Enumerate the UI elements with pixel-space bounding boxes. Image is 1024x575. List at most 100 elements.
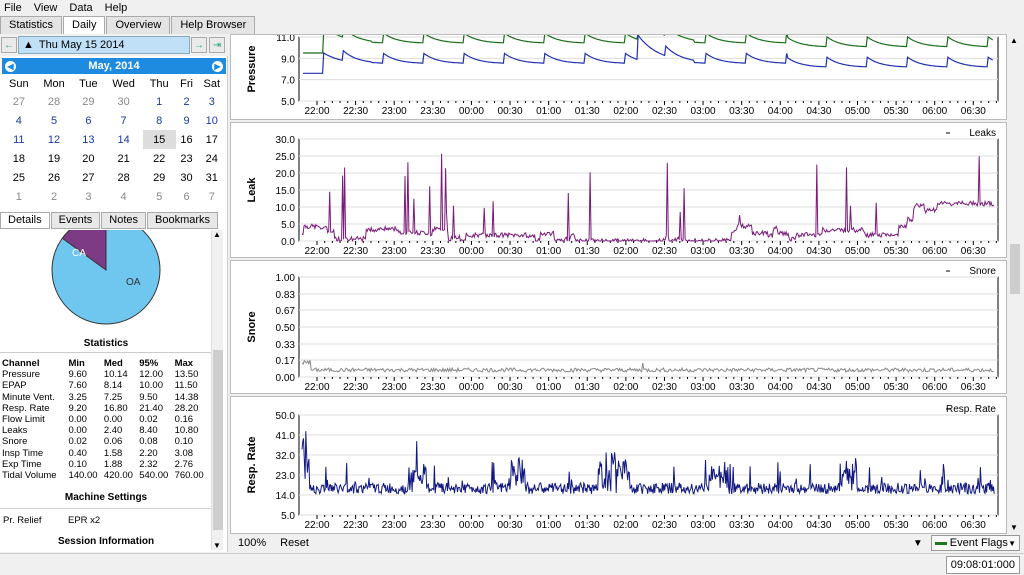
calendar-day[interactable]: 10 <box>205 114 218 127</box>
calendar-day[interactable]: 4 <box>15 114 22 127</box>
menu-help[interactable]: Help <box>104 2 128 14</box>
calendar-day[interactable]: 14 <box>117 133 130 146</box>
stat-cell: 28.20 <box>174 402 199 414</box>
stat-cell: 0.10 <box>68 458 87 470</box>
calendar-day[interactable]: 13 <box>82 133 95 146</box>
statistics-title: Statistics <box>83 338 129 349</box>
dropdown-arrow-icon[interactable]: ▼ <box>912 537 923 549</box>
y-axis-label: Leak <box>246 177 258 203</box>
calendar-day[interactable]: 2 <box>183 95 190 108</box>
last-day-button[interactable]: ⇥ <box>209 37 225 53</box>
stat-cell: 0.16 <box>174 414 194 426</box>
x-tick-label: 00:00 <box>459 246 484 257</box>
tab-notes[interactable]: Notes <box>101 212 147 229</box>
calendar-day[interactable]: 6 <box>183 190 190 203</box>
calendar-day[interactable]: 12 <box>47 133 61 146</box>
scroll-up-icon[interactable]: ▲ <box>213 230 221 239</box>
calendar-day[interactable]: 27 <box>12 95 25 108</box>
calendar-day[interactable]: 15 <box>142 130 176 149</box>
tab-events[interactable]: Events <box>50 212 101 229</box>
menu-data[interactable]: Data <box>69 2 93 14</box>
calendar-day[interactable]: 27 <box>82 171 95 184</box>
reset-button[interactable]: Reset <box>280 537 309 549</box>
calendar-day[interactable]: 19 <box>47 152 61 165</box>
tab-bookmarks[interactable]: Bookmarks <box>147 212 219 229</box>
leak-chart[interactable]: 0.0 5.0 10.0 15.0 20.0 25.0 30.0 22:00 22:30 23:0… <box>230 122 1007 258</box>
session-info-title: Session Information <box>57 536 155 547</box>
calendar-day[interactable]: 9 <box>183 114 190 127</box>
prev-month-icon[interactable]: ◀ <box>5 60 16 72</box>
y-tick-label: 41.0 <box>276 431 296 442</box>
tab-details[interactable]: Details <box>0 212 50 229</box>
stat-row: Flow Limit 0.00 0.00 0.02 0.16 <box>2 414 210 425</box>
x-tick-label: 23:30 <box>420 520 445 531</box>
charts-scroll-up-icon[interactable]: ▲ <box>1010 36 1018 45</box>
tab-statistics[interactable]: Statistics <box>0 16 63 34</box>
event-flags-select[interactable]: Event Flags ▼ <box>930 535 1020 551</box>
snore-chart[interactable]: 0.00 0.17 0.33 0.50 0.67 0.83 1.00 22:00 22:30 23… <box>230 260 1007 394</box>
prev-day-button[interactable]: ← <box>1 37 17 53</box>
calendar-day[interactable]: 29 <box>82 95 95 108</box>
y-tick-label: 30.0 <box>276 135 296 146</box>
charts-scroll-thumb[interactable] <box>1010 244 1020 294</box>
x-tick-label: 23:30 <box>420 246 445 257</box>
x-tick-label: 04:30 <box>806 106 831 117</box>
calendar-day[interactable]: 21 <box>117 152 130 165</box>
charts-scrollbar[interactable]: ▲ ▼ <box>1008 34 1022 534</box>
calendar-day[interactable]: 3 <box>208 95 215 108</box>
calendar-day[interactable]: 28 <box>47 95 61 108</box>
calendar-day[interactable]: 25 <box>12 171 25 184</box>
calendar-day[interactable]: 8 <box>156 114 163 127</box>
calendar-day[interactable]: 4 <box>120 190 127 203</box>
charts-scroll-down-icon[interactable]: ▼ <box>1010 523 1018 532</box>
calendar-day[interactable]: 29 <box>153 171 166 184</box>
calendar-day[interactable]: 7 <box>208 190 215 203</box>
details-scrollbar[interactable]: ▲ ▼ <box>211 230 223 550</box>
x-tick-label: 23:00 <box>382 106 407 117</box>
calendar-day[interactable]: 11 <box>13 133 25 146</box>
x-tick-label: 01:30 <box>575 520 600 531</box>
tab-daily[interactable]: Daily <box>63 16 106 34</box>
y-tick-label: 0.00 <box>276 373 296 384</box>
stat-cell: 10.14 <box>103 369 128 381</box>
y-tick-label: 0.67 <box>276 306 296 317</box>
calendar-day[interactable]: 20 <box>82 152 95 165</box>
calendar-day[interactable]: 30 <box>117 95 130 108</box>
calendar-day[interactable]: 5 <box>156 190 163 203</box>
calendar-day[interactable]: 7 <box>120 114 127 127</box>
pressure-chart[interactable]: 5.0 7.0 9.0 11.0 22:00 22:30 23:00 23:30 00:00 00… <box>230 32 1007 120</box>
calendar-day[interactable]: 22 <box>153 152 166 165</box>
calendar-day[interactable]: 5 <box>50 114 58 127</box>
date-selector[interactable]: ▲ Thu May 15 2014 <box>18 36 190 54</box>
stat-header: 95% <box>139 358 159 369</box>
calendar-day[interactable]: 6 <box>85 114 92 127</box>
stat-cell: 16.80 <box>103 402 128 414</box>
calendar-day[interactable]: 1 <box>15 190 22 203</box>
chevron-down-icon[interactable]: ▼ <box>1008 538 1016 548</box>
calendar-day[interactable]: 18 <box>12 152 25 165</box>
calendar-day[interactable]: 23 <box>180 152 193 165</box>
calendar-day[interactable]: 17 <box>205 133 218 146</box>
calendar-day[interactable]: 28 <box>117 171 130 184</box>
next-day-button[interactable]: → <box>191 37 207 53</box>
calendar-day[interactable]: 31 <box>205 171 218 184</box>
collapse-icon[interactable]: ▲ <box>23 39 34 51</box>
calendar-day[interactable]: 30 <box>180 171 193 184</box>
calendar-day[interactable]: 1 <box>156 95 163 108</box>
calendar-day[interactable]: 16 <box>180 133 193 146</box>
menu-file[interactable]: File <box>4 2 22 14</box>
resp-rate-chart[interactable]: 5.0 14.0 23.0 32.0 41.0 50.0 22:00 22:30 23:00 23… <box>230 396 1007 534</box>
menu-view[interactable]: View <box>33 2 58 14</box>
calendar-day[interactable]: 2 <box>50 190 58 203</box>
calendar-day[interactable]: 24 <box>205 152 218 165</box>
tab-help-browser[interactable]: Help Browser <box>171 16 256 34</box>
weekday-label: Sat <box>203 78 221 90</box>
calendar-day[interactable]: 3 <box>85 190 92 203</box>
pie-slice-oa <box>51 230 161 325</box>
calendar-day[interactable]: 26 <box>47 171 61 184</box>
tab-overview[interactable]: Overview <box>106 16 171 34</box>
scroll-down-icon[interactable]: ▼ <box>213 541 221 550</box>
stat-cell: Minute Vent. <box>2 391 55 403</box>
next-month-icon[interactable]: ▶ <box>211 60 223 72</box>
scroll-thumb[interactable] <box>213 350 223 530</box>
